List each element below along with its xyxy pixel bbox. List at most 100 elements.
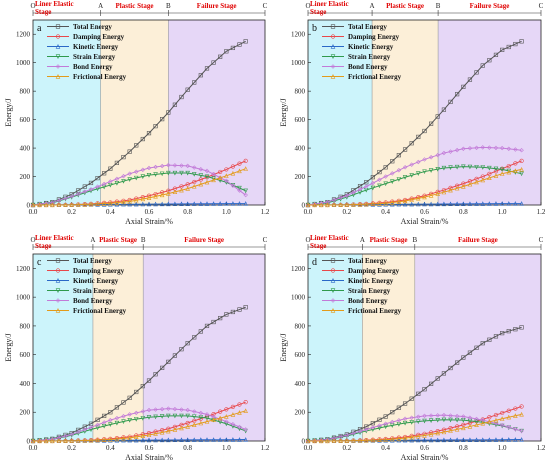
- data-point: [377, 169, 382, 175]
- legend-label: Kinetic Energy: [348, 43, 394, 51]
- data-point: [461, 181, 466, 186]
- y-tick-label: 1000: [16, 59, 31, 67]
- data-point: [153, 191, 158, 197]
- data-point: [243, 305, 248, 310]
- data-point: [198, 173, 204, 178]
- data-point: [467, 424, 473, 429]
- data-point: [153, 414, 158, 420]
- data-point: [160, 190, 165, 195]
- data-point: [69, 202, 74, 207]
- data-point: [63, 202, 68, 208]
- data-point: [204, 412, 210, 417]
- legend-label: Damping Energy: [73, 267, 125, 275]
- data-point: [127, 435, 132, 440]
- data-point: [69, 432, 74, 437]
- data-point: [513, 147, 518, 152]
- x-axis-label: Axial Strain/%: [401, 217, 449, 226]
- data-point: [448, 187, 453, 193]
- data-point: [377, 417, 382, 422]
- data-point: [499, 201, 505, 206]
- data-point: [211, 437, 216, 442]
- data-point: [55, 308, 61, 313]
- data-point: [218, 315, 223, 321]
- stage-point-label: B: [436, 2, 441, 10]
- data-point: [416, 195, 421, 200]
- data-point: [441, 412, 447, 418]
- y-tick-label: 600: [295, 351, 306, 359]
- y-axis-label: Energy/J: [279, 333, 288, 361]
- data-point: [172, 189, 178, 195]
- data-point: [159, 437, 165, 443]
- data-point: [198, 181, 204, 187]
- stage-band: [308, 254, 363, 441]
- data-point: [338, 202, 343, 208]
- data-point: [409, 201, 414, 207]
- data-point: [383, 181, 388, 187]
- series-line: [307, 146, 522, 206]
- chart-panel-b: O A B C Liner Elastic Stage Plastic Stage Failu…: [279, 0, 546, 226]
- data-point: [402, 401, 408, 406]
- data-point: [383, 424, 388, 430]
- data-point: [146, 432, 152, 438]
- y-tick-label: 0: [302, 202, 306, 210]
- panel-letter: b: [312, 23, 317, 34]
- data-point: [230, 183, 236, 188]
- data-point: [55, 54, 61, 59]
- data-point: [513, 413, 518, 418]
- data-point: [519, 166, 524, 172]
- data-point: [230, 201, 236, 206]
- data-point: [409, 196, 414, 201]
- data-point: [191, 437, 197, 442]
- x-tick-label: 0.4: [106, 208, 115, 216]
- data-point: [402, 435, 408, 441]
- data-point: [409, 197, 414, 202]
- data-point: [519, 404, 524, 409]
- data-point: [467, 437, 473, 442]
- data-point: [82, 427, 88, 432]
- data-point: [487, 175, 492, 181]
- data-point: [506, 44, 511, 50]
- data-point: [499, 167, 505, 172]
- data-point: [428, 193, 434, 198]
- data-point: [95, 417, 100, 422]
- data-point: [370, 425, 376, 430]
- data-point: [166, 191, 171, 196]
- x-tick-label: 0.6: [420, 444, 429, 452]
- series-line: [307, 414, 522, 442]
- legend-label: Damping Energy: [348, 267, 400, 275]
- data-point: [185, 413, 190, 419]
- legend-label: Strain Energy: [348, 287, 391, 295]
- data-point: [146, 378, 152, 383]
- data-point: [357, 187, 363, 192]
- data-point: [474, 345, 479, 350]
- data-point: [166, 437, 171, 443]
- data-point: [198, 201, 204, 206]
- data-point: [383, 165, 388, 170]
- data-point: [506, 408, 511, 413]
- y-axis-label: Energy/J: [4, 98, 13, 126]
- data-point: [133, 201, 139, 207]
- data-point: [455, 360, 460, 365]
- data-point: [121, 435, 126, 441]
- x-tick-label: 0.4: [381, 444, 390, 452]
- data-point: [108, 437, 113, 443]
- data-point: [383, 437, 388, 443]
- data-point: [364, 180, 369, 185]
- data-point: [153, 201, 158, 207]
- data-point: [56, 438, 62, 444]
- x-axis-label: Axial Strain/%: [401, 453, 449, 462]
- data-point: [159, 429, 165, 435]
- legend-label: Bond Energy: [73, 297, 113, 305]
- data-point: [211, 417, 216, 422]
- data-point: [179, 170, 184, 176]
- legend-label: Damping Energy: [73, 33, 125, 41]
- data-point: [474, 145, 479, 151]
- data-point: [461, 355, 466, 360]
- data-point: [331, 202, 337, 208]
- x-tick-label: 1.2: [537, 444, 546, 452]
- data-point: [108, 201, 113, 207]
- data-point: [82, 424, 87, 429]
- data-point: [467, 181, 473, 187]
- data-point: [499, 422, 505, 428]
- data-point: [101, 184, 107, 190]
